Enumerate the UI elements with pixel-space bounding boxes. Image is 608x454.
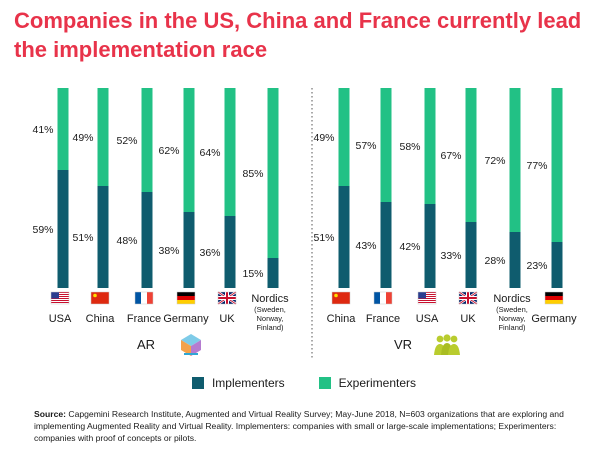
bar-experimenters-vr-china xyxy=(338,88,350,186)
us-flag-icon xyxy=(50,291,70,305)
source-note: Source: Capgemini Research Institute, Au… xyxy=(34,408,594,444)
bar-implementers-ar-germany xyxy=(183,212,195,288)
legend-label-implementers: Implementers xyxy=(211,376,285,390)
data-label-experimenters: 49% xyxy=(313,132,334,144)
data-label-implementers: 33% xyxy=(440,250,461,262)
category-label: UK xyxy=(219,313,235,325)
data-label-implementers: 36% xyxy=(199,247,220,259)
category-label: China xyxy=(86,313,116,325)
bar-experimenters-vr-germany xyxy=(551,88,563,242)
category-label: France xyxy=(127,313,161,325)
bar-experimenters-ar-france xyxy=(141,88,153,192)
bar-implementers-vr-nordics xyxy=(509,232,521,288)
bar-implementers-vr-germany xyxy=(551,242,563,288)
data-label-experimenters: 85% xyxy=(242,168,263,180)
category-note: (Sweden, xyxy=(254,305,286,314)
legend-item-implementers: Implementers xyxy=(191,376,285,390)
data-label-implementers: 43% xyxy=(355,240,376,252)
data-label-implementers: 15% xyxy=(242,268,263,280)
data-label-implementers: 59% xyxy=(32,224,53,236)
chart-title: Companies in the US, China and France cu… xyxy=(14,8,582,62)
source-text: Capgemini Research Institute, Augmented … xyxy=(34,409,564,443)
uk-flag-icon xyxy=(217,291,237,305)
data-label-implementers: 48% xyxy=(116,235,137,247)
bar-implementers-ar-france xyxy=(141,192,153,288)
data-label-experimenters: 49% xyxy=(72,132,93,144)
category-label: UK xyxy=(460,313,476,325)
category-label: France xyxy=(366,313,400,325)
us-flag-icon xyxy=(417,291,437,305)
china-flag-icon xyxy=(90,291,110,305)
bar-implementers-ar-uk xyxy=(224,216,236,288)
data-label-experimenters: 64% xyxy=(199,147,220,159)
legend-swatch-experimenters xyxy=(318,377,331,389)
france-flag-icon xyxy=(373,291,393,305)
category-label: Germany xyxy=(531,313,577,325)
data-label-experimenters: 57% xyxy=(355,140,376,152)
france-flag-icon xyxy=(134,291,154,305)
data-label-experimenters: 62% xyxy=(158,145,179,157)
china-flag-icon xyxy=(331,291,351,305)
bar-implementers-vr-france xyxy=(380,202,392,288)
category-label: USA xyxy=(49,313,72,325)
data-label-experimenters: 41% xyxy=(32,124,53,136)
data-label-implementers: 23% xyxy=(526,260,547,272)
bar-experimenters-ar-uk xyxy=(224,88,236,216)
ar-icon xyxy=(181,334,201,356)
category-label: Nordics xyxy=(251,293,289,305)
group-label-vr: VR xyxy=(394,337,412,352)
data-label-experimenters: 67% xyxy=(440,150,461,162)
category-label: USA xyxy=(416,313,439,325)
category-label: Nordics xyxy=(493,293,531,305)
data-label-experimenters: 72% xyxy=(484,155,505,167)
category-note: Norway, xyxy=(257,314,284,323)
legend-label-experimenters: Experimenters xyxy=(338,376,417,390)
bar-experimenters-ar-usa xyxy=(57,88,69,170)
category-note: Finland) xyxy=(256,323,284,332)
data-label-experimenters: 52% xyxy=(116,135,137,147)
legend-item-experimenters: Experimenters xyxy=(318,376,417,390)
data-label-implementers: 51% xyxy=(313,232,334,244)
legend: Implementers Experimenters xyxy=(0,376,608,390)
group-label-ar: AR xyxy=(137,337,155,352)
bar-experimenters-ar-germany xyxy=(183,88,195,212)
bar-experimenters-vr-france xyxy=(380,88,392,202)
source-label: Source: xyxy=(34,409,66,419)
data-label-experimenters: 58% xyxy=(399,141,420,153)
bar-implementers-ar-nordics xyxy=(267,258,279,288)
germany-flag-icon xyxy=(176,291,196,305)
bar-implementers-vr-china xyxy=(338,186,350,288)
bar-implementers-ar-usa xyxy=(57,170,69,288)
germany-flag-icon xyxy=(544,291,564,305)
vr-users-icon xyxy=(434,334,460,355)
data-label-implementers: 42% xyxy=(399,241,420,253)
data-label-implementers: 38% xyxy=(158,245,179,257)
data-label-implementers: 51% xyxy=(72,232,93,244)
bar-implementers-ar-china xyxy=(97,186,109,288)
bar-implementers-vr-uk xyxy=(465,222,477,288)
data-label-experimenters: 77% xyxy=(526,160,547,172)
bar-experimenters-vr-usa xyxy=(424,88,436,204)
data-label-implementers: 28% xyxy=(484,255,505,267)
legend-swatch-implementers xyxy=(191,377,204,389)
category-note: (Sweden, xyxy=(496,305,528,314)
bar-implementers-vr-usa xyxy=(424,204,436,288)
uk-flag-icon xyxy=(458,291,478,305)
category-label: Germany xyxy=(163,313,209,325)
bar-experimenters-vr-nordics xyxy=(509,88,521,232)
bar-experimenters-ar-nordics xyxy=(267,88,279,258)
bar-experimenters-vr-uk xyxy=(465,88,477,222)
bar-experimenters-ar-china xyxy=(97,88,109,186)
category-note: Norway, xyxy=(499,314,526,323)
category-note: Finland) xyxy=(498,323,526,332)
category-label: China xyxy=(327,313,357,325)
